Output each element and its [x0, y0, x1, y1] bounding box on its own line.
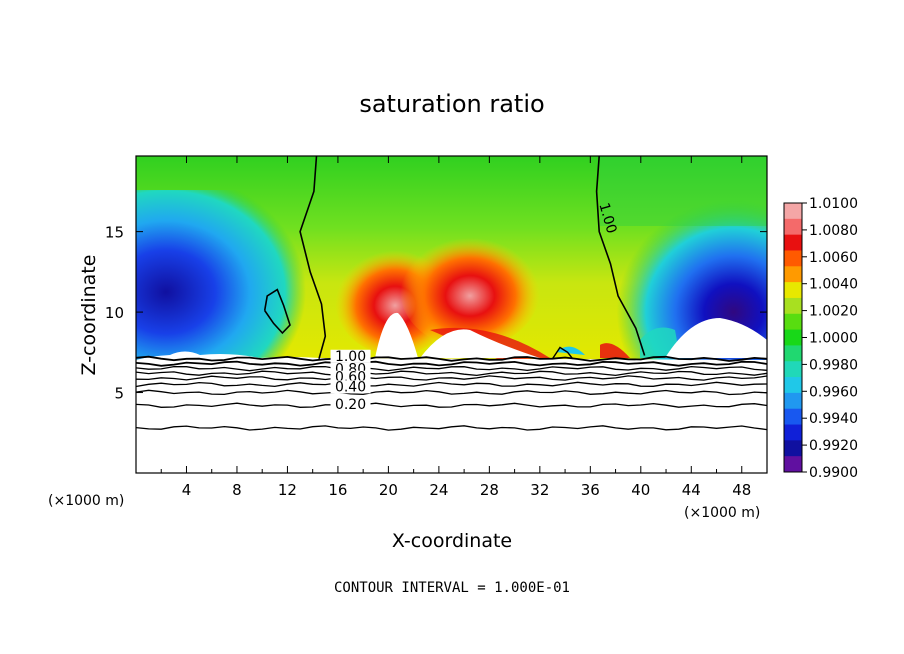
colorbar-band [784, 313, 802, 331]
contour-level [135, 365, 768, 372]
colorbar-tick-label: 1.0060 [809, 250, 858, 266]
y-axis-label: Z-coordinate [78, 255, 100, 376]
x-axis-label: X-coordinate [392, 530, 512, 552]
colorbar-band [784, 424, 802, 441]
contour-level [135, 370, 768, 377]
colorbar-tick-label: 0.9920 [809, 438, 858, 454]
colorbar-band [784, 361, 802, 378]
colorbar: 1.0100 1.0080 1.0060 1.0040 1.0020 1.0000 0.99… [783, 196, 858, 481]
colorbar-tick-label: 1.0020 [809, 304, 858, 320]
colorbar-band [784, 203, 802, 220]
contour-label-bg [330, 349, 371, 363]
y-tick-label: 15 [105, 224, 124, 242]
colorbar-band [784, 408, 802, 426]
saturation-field [136, 156, 767, 473]
colorbar-band [784, 297, 802, 315]
x-unit-right: (×1000 m) [684, 505, 760, 521]
x-tick-label: 32 [530, 481, 549, 499]
contour-level [135, 389, 768, 396]
colorbar-band [784, 234, 802, 251]
x-tick-label: 48 [732, 481, 751, 499]
contour-1-00-left [299, 155, 327, 360]
contour-level [135, 381, 768, 388]
x-tick-label: 20 [379, 481, 398, 499]
contour-label: 0.20 [335, 397, 366, 413]
contour-1-00-right [595, 155, 646, 356]
colorbar-tick-label: 0.9900 [809, 465, 858, 481]
colorbar-band [784, 377, 802, 394]
contour-label: 0.40 [335, 379, 366, 395]
x-tick-label: 4 [182, 481, 192, 499]
x-tick-label: 16 [328, 481, 347, 499]
contour-level [135, 425, 768, 431]
colorbar-tick-label: 1.0100 [809, 196, 858, 212]
plot-frame [135, 155, 768, 474]
colorbar-band [784, 250, 802, 267]
x-tick-label: 44 [682, 481, 701, 499]
contour-interval-text: CONTOUR INTERVAL = 1.000E-01 [334, 580, 570, 596]
x-tick-label: 12 [278, 481, 297, 499]
colorbar-band [784, 282, 802, 299]
colorbar-band [784, 345, 802, 362]
x-tick-label: 36 [581, 481, 600, 499]
colorbar-tick-label: 0.9980 [809, 357, 858, 373]
colorbar-band [784, 440, 802, 457]
contour-bump [551, 346, 574, 360]
colorbar-tick-label: 1.0000 [809, 331, 858, 347]
colorbar-band [784, 218, 802, 236]
contour-label-bg [330, 380, 371, 394]
contour-level [135, 360, 768, 367]
x-tick-label: 8 [232, 481, 242, 499]
colorbar-band [784, 266, 802, 283]
y-tick-label: 5 [114, 385, 124, 403]
colorbar-tick-label: 1.0040 [809, 277, 858, 293]
contour-label-bg [330, 398, 371, 412]
x-unit-left: (×1000 m) [48, 493, 124, 509]
contour-level [135, 355, 768, 362]
contour-level [135, 375, 768, 381]
contour-lines: 1.001.000.800.600.400.20 [135, 155, 768, 431]
contour-level [135, 402, 768, 408]
colorbar-band [784, 329, 802, 346]
x-tick-label: 28 [480, 481, 499, 499]
x-tick-label: 24 [429, 481, 448, 499]
colorbar-tick-label: 0.9960 [809, 384, 858, 400]
colorbar-tick-label: 0.9940 [809, 411, 858, 427]
contour-loop [263, 288, 291, 335]
chart-title: saturation ratio [359, 90, 544, 118]
contour-label: 1.00 [335, 349, 366, 365]
y-tick-label: 10 [105, 304, 124, 322]
colorbar-band [784, 456, 802, 473]
colorbar-band [784, 392, 802, 410]
colorbar-tick-label: 1.0080 [809, 223, 858, 239]
x-tick-label: 40 [631, 481, 650, 499]
